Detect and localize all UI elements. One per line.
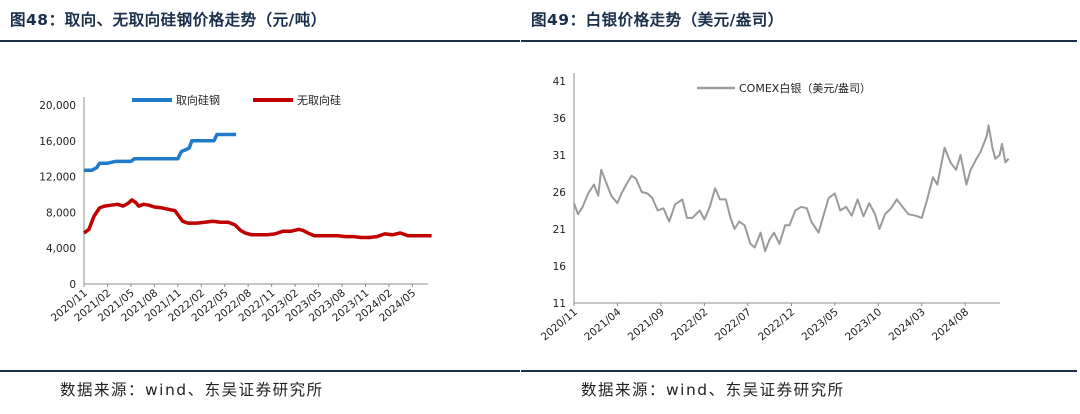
source-rule [0, 370, 520, 372]
x-tick-label: 2024/03 [887, 306, 928, 343]
steel-price-chart: 04,0008,00012,00016,00020,0002020/112021… [39, 93, 432, 324]
title-rule [521, 40, 1077, 42]
x-tick-label: 2022/12 [756, 306, 797, 343]
x-tick-label: 2021/04 [582, 306, 623, 343]
y-tick-label: 12,000 [39, 172, 76, 184]
legend-label: 取向硅钢 [176, 93, 220, 107]
x-tick-label: 2022/02 [669, 306, 710, 343]
y-tick-label: 16,000 [39, 136, 76, 148]
y-tick-label: 8,000 [46, 207, 76, 219]
y-tick-label: 21 [553, 224, 566, 236]
legend-label: COMEX白银（美元/盎司） [739, 81, 871, 95]
y-tick-label: 0 [69, 279, 76, 291]
source-note: 数据来源：wind、东吴证券研究所 [60, 381, 324, 399]
x-tick-label: 2023/10 [843, 306, 884, 343]
y-tick-label: 41 [553, 76, 566, 88]
source-rule [521, 370, 1077, 372]
x-tick-label: 2022/07 [713, 306, 754, 343]
x-tick-label: 2021/09 [626, 306, 667, 343]
title-rule [0, 40, 520, 42]
y-tick-label: 20,000 [39, 100, 76, 112]
y-tick-label: 11 [553, 298, 566, 310]
chart-panel-silver: 图49：白银价格走势（美元/盎司） 11 16 21 26 31 36 41 2020/11 2… [521, 0, 1077, 414]
series-line [82, 198, 432, 240]
y-tick-label: 26 [553, 187, 567, 199]
legend-label: 无取向硅 [297, 93, 341, 107]
y-tick-label: 36 [553, 113, 567, 125]
source-note: 数据来源：wind、东吴证券研究所 [581, 381, 845, 399]
y-tick-label: 16 [553, 261, 567, 273]
chart-title: 图48：取向、无取向硅钢价格走势（元/吨） [10, 11, 327, 29]
chart-title: 图49：白银价格走势（美元/盎司） [531, 11, 784, 29]
x-tick-label: 2024/08 [930, 306, 971, 343]
x-tick-label: 2023/05 [800, 306, 841, 343]
y-tick-label: 31 [553, 150, 566, 162]
y-tick-label: 4,000 [46, 243, 76, 255]
chart-panel-grain-oriented-steel: 图48：取向、无取向硅钢价格走势（元/吨） 0 4,000 8,000 12,000 1… [0, 0, 520, 414]
series-line [573, 124, 1010, 253]
series-line [84, 132, 237, 173]
x-tick-label: 2020/11 [539, 306, 580, 343]
